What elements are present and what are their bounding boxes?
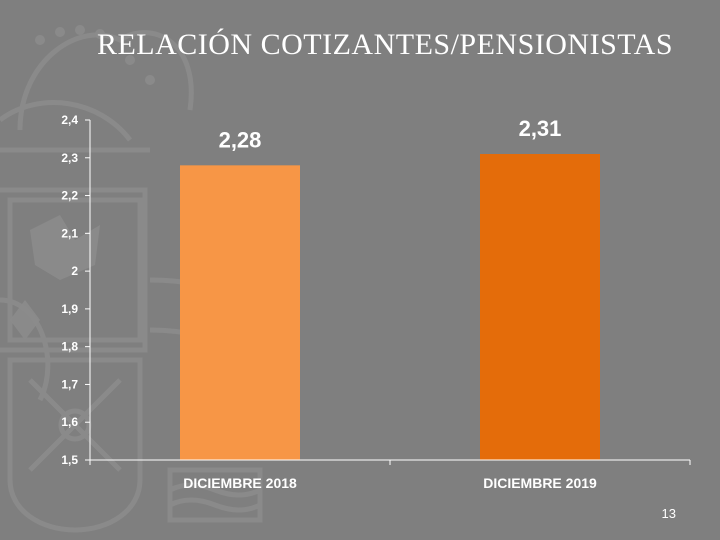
bar-1 [180,165,300,461]
y-tick-label-3: 1,8 [61,340,78,354]
data-label-2: 2,31 [519,116,562,141]
data-label-1: 2,28 [219,127,262,152]
category-label-2: DICIEMBRE 2019 [483,475,597,491]
category-label-1: DICIEMBRE 2018 [183,475,297,491]
y-tick-label-0: 1,5 [61,453,78,467]
page-number: 13 [661,506,676,521]
bar-2 [480,154,600,460]
y-tick-label-1: 1,6 [61,415,78,429]
y-tick-label-9: 2,4 [61,113,78,127]
y-tick-label-8: 2,3 [61,151,78,165]
y-tick-label-4: 1,9 [61,302,78,316]
y-tick-label-2: 1,7 [61,377,78,391]
slide-title: RELACIÓN COTIZANTES/PENSIONISTAS [96,28,674,61]
y-tick-label-5: 2 [71,264,78,278]
y-tick-label-6: 2,1 [61,226,78,240]
y-tick-label-7: 2,2 [61,189,78,203]
